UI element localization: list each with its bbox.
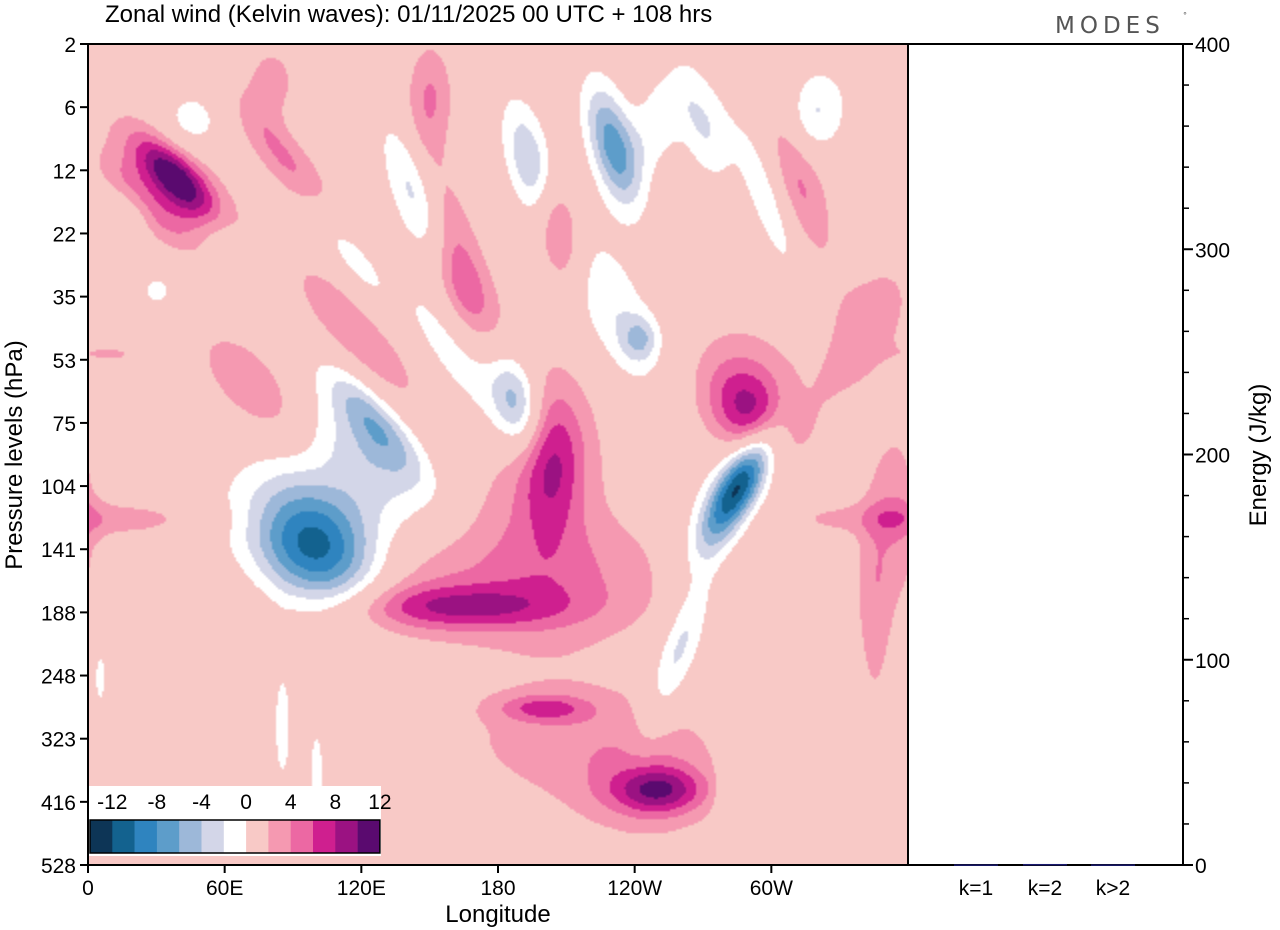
x-axis-label: Longitude <box>445 901 550 928</box>
energy-bars <box>954 863 1135 866</box>
chart-title: Zonal wind (Kelvin waves): 01/11/2025 00… <box>105 1 712 28</box>
energy-frame <box>907 43 1184 866</box>
colorbar-swatch <box>268 820 291 853</box>
colorbar-label: -12 <box>97 791 127 814</box>
pressure-axis: 2 6 12 22 35 53 75 104 141 188 248 323 416 528 <box>41 34 88 878</box>
y-tick-label: 53 <box>53 350 76 373</box>
y-tick-label: 141 <box>41 539 76 562</box>
y-tick-label: 188 <box>41 602 76 625</box>
y-tick-label: 104 <box>41 476 76 499</box>
y-tick-label: 35 <box>53 287 76 310</box>
y-tick-label: 75 <box>53 413 76 436</box>
colorbar-frame <box>89 819 381 854</box>
y-tick-label: 22 <box>53 223 76 246</box>
wavenumber-label: k=2 <box>1028 877 1062 900</box>
wavenumber-label: k=1 <box>959 877 993 900</box>
x-tick-label: 120W <box>607 877 662 900</box>
energy-axis-label: Energy (J/kg) <box>1245 384 1272 527</box>
colorbar-swatch <box>290 820 314 853</box>
x-tick-label: 60E <box>206 877 243 900</box>
y-tick-label: 12 <box>53 160 76 183</box>
y-tick-label: 416 <box>41 792 76 815</box>
energy-bar <box>1023 863 1067 866</box>
energy-bar <box>1091 864 1135 866</box>
energy-bar-chart: 0 100 200 300 400 k=1 k=2 k>2 Energy (J/kg) <box>907 34 1272 900</box>
colorbar-swatch <box>156 820 180 853</box>
energy-bar <box>954 864 998 866</box>
longitude-axis: 0 60E 120E 180 120W 60W <box>82 865 793 900</box>
energy-tick-label: 100 <box>1195 650 1230 673</box>
colorbar-swatch <box>201 820 225 853</box>
x-tick-label: 180 <box>480 877 515 900</box>
x-tick-label: 120E <box>337 877 386 900</box>
colorbar-label: 12 <box>368 791 391 814</box>
energy-axis: 0 100 200 300 400 <box>1183 34 1230 878</box>
energy-tick-label: 0 <box>1195 855 1207 878</box>
x-tick-label: 0 <box>82 877 94 900</box>
y-axis-label: Pressure levels (hPa) <box>1 340 28 569</box>
y-tick-label: 528 <box>41 855 76 878</box>
logo-text: MODES <box>1055 13 1165 39</box>
colorbar-swatch <box>90 820 113 853</box>
y-tick-label: 6 <box>64 97 76 120</box>
colorbar-label: 8 <box>329 791 341 814</box>
y-tick-label: 2 <box>64 34 76 57</box>
wavenumber-labels: k=1 k=2 k>2 <box>959 877 1130 900</box>
y-tick-label: 248 <box>41 666 76 689</box>
energy-tick-label: 200 <box>1195 445 1230 468</box>
colorbar-swatch <box>134 820 158 853</box>
energy-tick-label: 400 <box>1195 34 1230 57</box>
modes-logo: MODES ° <box>1055 11 1192 39</box>
wavenumber-label: k>2 <box>1096 877 1130 900</box>
x-tick-label: 60W <box>750 877 793 900</box>
colorbar-swatch <box>246 820 269 853</box>
energy-tick-label: 300 <box>1195 239 1230 262</box>
colorbar-label: -8 <box>148 791 167 814</box>
colorbar-swatch <box>179 820 202 853</box>
colorbar-swatch <box>335 820 358 853</box>
logo-mark: ° <box>1183 11 1192 20</box>
colorbar-label: 0 <box>240 791 252 814</box>
colorbar-swatch <box>313 820 336 853</box>
colorbar-label: -4 <box>192 791 211 814</box>
colorbar-legend: -12 -8 -4 0 4 8 12 <box>89 786 392 856</box>
colorbar-swatch <box>357 820 381 853</box>
y-tick-label: 323 <box>41 729 76 752</box>
heatmap-raster <box>88 44 908 865</box>
heatmap-field <box>88 44 908 865</box>
colorbar-swatch <box>112 820 135 853</box>
colorbar-label: 4 <box>285 791 297 814</box>
colorbar-swatch <box>223 820 247 853</box>
